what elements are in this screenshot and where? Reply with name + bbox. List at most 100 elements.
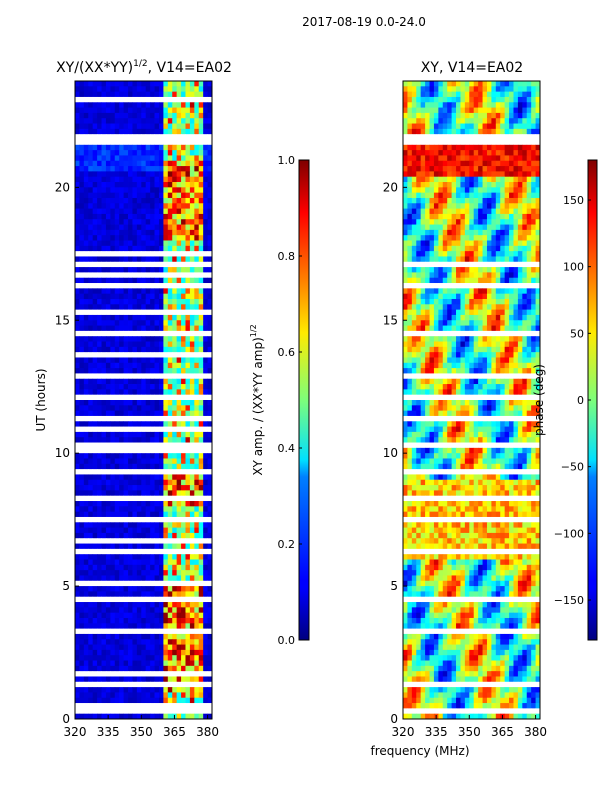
heatmap-cell [198, 681, 204, 688]
heatmap-cell [531, 118, 536, 124]
heatmap-cell [478, 166, 483, 172]
heatmap-cell [79, 713, 85, 720]
heatmap-cell [145, 511, 151, 518]
heatmap-cell [145, 575, 151, 582]
heatmap-cell [207, 575, 213, 582]
heatmap-cell [114, 176, 120, 183]
heatmap-cell [79, 516, 85, 523]
heatmap-cell [460, 251, 466, 257]
heatmap-cell [473, 277, 479, 284]
heatmap-cell [500, 134, 506, 140]
heatmap-cell [172, 309, 178, 316]
heatmap-cell [119, 586, 125, 592]
heatmap-cell [92, 304, 98, 311]
heatmap-cell [101, 182, 107, 188]
heatmap-cell [136, 320, 142, 326]
heatmap-cell [101, 389, 107, 396]
heatmap-cell [531, 261, 536, 268]
heatmap-cell [469, 112, 475, 119]
heatmap-cell [97, 261, 102, 268]
heatmap-cell [176, 697, 182, 704]
heatmap-cell [451, 240, 457, 247]
heatmap-cell [88, 548, 94, 555]
heatmap-cell [491, 86, 497, 93]
heatmap-cell [176, 596, 182, 603]
heatmap-cell [198, 288, 204, 295]
heatmap-cell [181, 639, 186, 645]
heatmap-cell [128, 687, 133, 693]
heatmap-cell [163, 330, 169, 337]
heatmap-cell [136, 251, 142, 257]
heatmap-cell [163, 516, 169, 523]
heatmap-cell [88, 410, 94, 417]
heatmap-cell [123, 208, 129, 215]
heatmap-cell [88, 336, 94, 342]
heatmap-cell [203, 139, 208, 146]
heatmap-cell [203, 330, 208, 337]
heatmap-cell [128, 144, 133, 151]
heatmap-cell [105, 649, 111, 656]
heatmap-cell [411, 197, 417, 204]
heatmap-cell [172, 357, 178, 364]
heatmap-cell [411, 150, 417, 156]
heatmap-cell [531, 283, 536, 289]
heatmap-cell [535, 182, 541, 188]
heatmap-cell [97, 251, 102, 257]
heatmap-cell [79, 628, 85, 635]
heatmap-cell [189, 251, 195, 257]
heatmap-cell [75, 378, 80, 385]
heatmap-cell [105, 213, 111, 220]
heatmap-cell [83, 655, 89, 661]
heatmap-cell [145, 665, 151, 672]
heatmap-cell [203, 267, 208, 273]
heatmap-cell [88, 591, 94, 598]
heatmap-cell [119, 160, 125, 167]
heatmap-cell [185, 384, 191, 390]
heatmap-cell [88, 373, 94, 380]
heatmap-cell [132, 298, 138, 305]
heatmap-cell [438, 139, 444, 146]
heatmap-cell [101, 277, 107, 284]
heatmap-cell [203, 261, 208, 268]
heatmap-cell [141, 671, 147, 677]
heatmap-cell [464, 134, 470, 140]
heatmap-cell [119, 213, 125, 220]
heatmap-cell [203, 373, 208, 380]
heatmap-cell [119, 267, 125, 273]
heatmap-cell [128, 229, 133, 236]
heatmap-cell [141, 107, 147, 114]
heatmap-cell [136, 155, 142, 162]
heatmap-cell [145, 463, 151, 470]
heatmap-cell [167, 357, 173, 364]
heatmap-cell [132, 575, 138, 582]
heatmap-cell [128, 208, 133, 215]
heatmap-cell [105, 304, 111, 311]
heatmap-cell [478, 96, 483, 103]
heatmap-cell [145, 400, 151, 406]
heatmap-cell [198, 591, 204, 598]
heatmap-cell [189, 197, 195, 204]
heatmap-cell [189, 261, 195, 268]
heatmap-cell [491, 192, 497, 199]
y-tick-label: 5 [62, 579, 70, 593]
heatmap-cell [83, 570, 89, 576]
heatmap-cell [97, 564, 102, 571]
heatmap-cell [119, 288, 125, 295]
heatmap-cell [105, 341, 111, 348]
heatmap-cell [83, 485, 89, 491]
heatmap-cell [535, 81, 541, 87]
heatmap-cell [101, 697, 107, 704]
heatmap-cell [167, 548, 173, 555]
heatmap-cell [128, 495, 133, 502]
heatmap-cell [447, 102, 453, 108]
heatmap-cell [473, 176, 479, 183]
heatmap-cell [75, 617, 80, 624]
heatmap-cell [83, 91, 89, 98]
heatmap-cell [189, 538, 195, 544]
heatmap-cell [79, 426, 85, 433]
heatmap-cell [132, 389, 138, 396]
heatmap-cell [416, 208, 422, 215]
heatmap-cell [105, 384, 111, 390]
heatmap-cell [176, 633, 182, 640]
heatmap-cell [128, 192, 133, 199]
